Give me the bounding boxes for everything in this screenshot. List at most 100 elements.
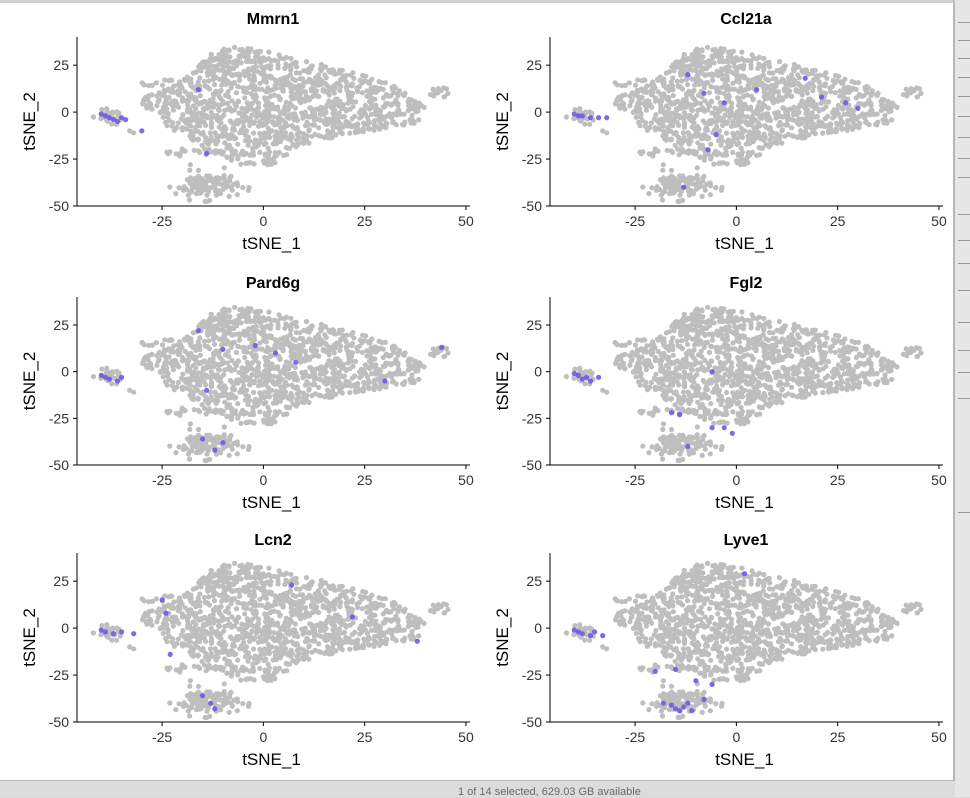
expressing-cell-point <box>123 117 128 122</box>
cell-point <box>316 354 321 359</box>
cell-point <box>206 338 211 343</box>
cell-point <box>777 59 782 64</box>
cell-point <box>703 188 708 193</box>
cell-point <box>160 83 165 88</box>
cell-point <box>225 360 230 365</box>
cell-point <box>668 137 673 142</box>
cell-point <box>296 88 301 93</box>
cell-point <box>665 148 670 153</box>
cell-point <box>196 168 201 173</box>
expressing-cell-point <box>754 87 759 92</box>
cell-point <box>285 405 290 410</box>
background-cells <box>564 45 924 204</box>
cell-point <box>316 385 321 390</box>
cell-point <box>202 106 207 111</box>
cell-point <box>685 82 690 87</box>
cell-point <box>406 108 411 113</box>
cell-point <box>415 368 420 373</box>
cell-point <box>192 354 197 359</box>
cell-point <box>410 106 415 111</box>
cell-point <box>235 401 240 406</box>
cell-point <box>326 98 331 103</box>
cell-point <box>229 72 234 77</box>
cell-point <box>215 102 220 107</box>
cell-point <box>211 337 216 342</box>
y-tick-label: 25 <box>526 57 542 73</box>
cell-point <box>815 77 820 82</box>
cell-point <box>708 142 713 147</box>
cell-point <box>209 394 214 399</box>
cell-point <box>369 77 374 82</box>
cell-point <box>744 141 749 146</box>
cell-point <box>293 105 298 110</box>
cell-point <box>253 138 258 143</box>
cell-point <box>361 127 366 132</box>
cell-point <box>187 197 192 202</box>
cell-point <box>253 315 258 320</box>
cell-point <box>304 319 309 324</box>
cell-point <box>350 70 355 75</box>
cell-point <box>290 401 295 406</box>
cell-point <box>661 123 666 128</box>
cell-point <box>834 127 839 132</box>
cell-point <box>209 110 214 115</box>
cell-point <box>179 376 184 381</box>
cell-point <box>284 315 289 320</box>
cell-point <box>660 197 665 202</box>
cell-point <box>222 140 227 145</box>
cell-point <box>253 87 258 92</box>
cell-point <box>269 361 274 366</box>
plot-title: Fgl2 <box>730 275 763 292</box>
cell-point <box>875 91 880 96</box>
cell-point <box>304 59 309 64</box>
cell-point <box>311 87 316 92</box>
cell-point <box>206 409 211 414</box>
cell-point <box>648 102 653 107</box>
cell-point <box>252 161 257 166</box>
cell-point <box>367 380 372 385</box>
cell-point <box>653 146 658 151</box>
cell-point <box>642 359 647 364</box>
cell-point <box>774 135 779 140</box>
cell-point <box>381 87 386 92</box>
cell-point <box>720 58 725 63</box>
cell-point <box>402 350 407 355</box>
cell-point <box>185 352 190 357</box>
cell-point <box>704 182 709 187</box>
cell-point <box>191 370 196 375</box>
cell-point <box>857 92 862 97</box>
cell-point <box>745 160 750 165</box>
cell-point <box>225 101 230 106</box>
cell-point <box>721 46 726 51</box>
cell-point <box>213 374 218 379</box>
cell-point <box>214 141 219 146</box>
cell-point <box>256 369 261 374</box>
cell-point <box>333 356 338 361</box>
cell-point <box>301 135 306 140</box>
cell-point <box>313 132 318 137</box>
cell-point <box>784 87 789 92</box>
cell-point <box>786 132 791 137</box>
cell-point <box>318 66 323 71</box>
cell-point <box>246 447 251 452</box>
cell-point <box>761 133 766 138</box>
cell-point <box>410 366 415 371</box>
cell-point <box>337 129 342 134</box>
cell-point <box>851 120 856 125</box>
cell-point <box>733 123 738 128</box>
expressing-cell-point <box>588 115 593 120</box>
cell-point <box>287 112 292 117</box>
cell-point <box>748 106 753 111</box>
cell-point <box>353 389 358 394</box>
cell-point <box>176 92 181 97</box>
plot-title: Ccl21a <box>720 11 772 28</box>
cell-point <box>640 184 645 189</box>
cell-point <box>170 124 175 129</box>
cell-point <box>700 175 705 180</box>
x-tick-label: 0 <box>732 213 740 229</box>
cell-point <box>161 115 166 120</box>
cell-point <box>191 110 196 115</box>
cell-point <box>705 80 710 85</box>
cell-point <box>331 346 336 351</box>
cell-point <box>262 72 267 77</box>
